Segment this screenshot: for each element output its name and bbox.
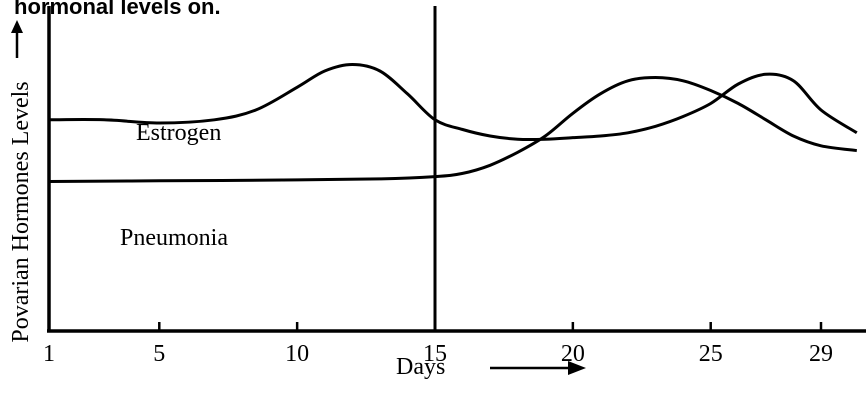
pneumonia-curve (48, 75, 858, 183)
x-tick-label: 15 (423, 341, 447, 367)
x-tick-label: 29 (809, 341, 833, 367)
chart-caption: hormonal levels on. (14, 0, 221, 19)
x-axis-label: Days (396, 354, 445, 380)
x-axis-arrow (490, 361, 586, 375)
x-ticks: 1 5 10 15 20 25 29 (43, 322, 833, 367)
y-axis-arrow (11, 20, 23, 58)
x-tick-label: 5 (153, 341, 165, 367)
y-axis-label: Povarian Hormones Levels (8, 81, 34, 342)
x-tick-label: 20 (561, 341, 585, 367)
x-tick-label: 1 (43, 341, 55, 367)
x-tick-label: 10 (285, 341, 309, 367)
estrogen-label: Estrogen (136, 120, 221, 146)
pneumonia-label: Pneumonia (120, 225, 228, 251)
x-tick-label: 25 (699, 341, 723, 367)
estrogen-curve (48, 62, 858, 142)
